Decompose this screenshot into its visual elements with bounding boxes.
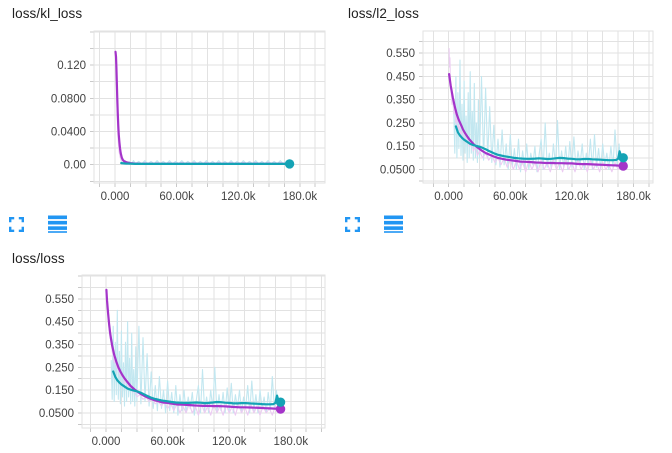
plot-border bbox=[93, 30, 326, 184]
chart-canvas-kl-loss[interactable]: 0.000 60.00k 120.0k 180.0k 0.00 0.0400 0.0800 0… bbox=[0, 0, 336, 210]
chart-canvas-loss[interactable]: 0.000 60.00k 120.0k 180.0k 0.0500 0.150 0.250 0… bbox=[0, 240, 336, 453]
series-end-dot-cyan-smoothed[interactable] bbox=[284, 159, 295, 169]
x-tick-label: 60.00k bbox=[493, 191, 528, 203]
series-list-icon bbox=[48, 215, 67, 233]
series-end-dot-magenta-smoothed[interactable] bbox=[618, 161, 628, 171]
y-tick-label: 0.120 bbox=[57, 60, 86, 72]
chart-actions bbox=[9, 215, 68, 233]
y-tick-label: 0.250 bbox=[45, 362, 74, 374]
y-tick-label: 0.0500 bbox=[380, 164, 415, 176]
y-tick-label: 0.350 bbox=[386, 95, 415, 107]
series-line-cyan-smoothed bbox=[112, 370, 282, 406]
x-tick-label: 60.00k bbox=[150, 436, 185, 448]
x-tick-label: 120.0k bbox=[221, 191, 256, 203]
y-tick-label: 0.550 bbox=[45, 294, 74, 306]
x-tick-label: 0.000 bbox=[434, 191, 463, 203]
x-tick-label: 180.0k bbox=[283, 191, 318, 203]
y-tick-label: 0.450 bbox=[386, 71, 415, 83]
chart-title: loss/loss bbox=[12, 251, 65, 266]
x-tick-label: 120.0k bbox=[555, 191, 590, 203]
series-line-magenta-raw bbox=[448, 47, 624, 173]
y-tick-label: 0.0800 bbox=[51, 93, 86, 105]
chart-card-l2-loss: loss/l2_loss 0.000 60.00k 120.0k 180.0k 0.05… bbox=[336, 0, 672, 240]
series-line-cyan-smoothed bbox=[454, 125, 625, 162]
series-line-magenta-raw bbox=[114, 50, 291, 165]
series-line-cyan-raw bbox=[453, 59, 624, 173]
series-end-dot-cyan-smoothed[interactable] bbox=[275, 397, 286, 407]
x-tick-label: 0.000 bbox=[92, 436, 121, 448]
fullscreen-button[interactable] bbox=[9, 215, 29, 233]
y-tick-label: 0.250 bbox=[386, 118, 415, 130]
y-tick-label: 0.0500 bbox=[39, 408, 74, 420]
y-tick-label: 0.00 bbox=[64, 160, 86, 172]
x-tick-label: 60.00k bbox=[159, 191, 194, 203]
chart-title: loss/kl_loss bbox=[12, 6, 83, 21]
series-line-cyan-smoothed bbox=[120, 162, 291, 165]
series-end-dot-magenta-smoothed[interactable] bbox=[275, 404, 286, 414]
y-tick-label: 0.150 bbox=[45, 385, 74, 397]
x-tick-label: 180.0k bbox=[274, 436, 309, 448]
y-tick-label: 0.0400 bbox=[51, 127, 86, 139]
fullscreen-icon bbox=[9, 216, 24, 232]
chart-card-loss: loss/loss 0.000 60.00k 120.0k 180.0k 0.0500 0… bbox=[0, 240, 336, 453]
series-list-button[interactable] bbox=[384, 215, 404, 233]
fullscreen-icon bbox=[345, 216, 360, 232]
x-tick-label: 120.0k bbox=[212, 436, 247, 448]
chart-canvas-l2-loss[interactable]: 0.000 60.00k 120.0k 180.0k 0.0500 0.150 0.250 0… bbox=[336, 0, 672, 210]
x-tick-label: 180.0k bbox=[616, 191, 651, 203]
series-line-cyan-raw bbox=[120, 160, 291, 165]
series-line-magenta-smoothed bbox=[114, 50, 291, 165]
series-line-magenta-smoothed bbox=[447, 72, 625, 168]
y-tick-label: 0.150 bbox=[386, 141, 415, 153]
chart-card-kl-loss: loss/kl_loss 0.000 60.00k 120.0k 180.0k 0.00… bbox=[0, 0, 336, 240]
series-list-icon bbox=[384, 215, 403, 233]
fullscreen-button[interactable] bbox=[345, 215, 365, 233]
series-end-dot-cyan-smoothed[interactable] bbox=[618, 153, 628, 163]
series-line-magenta-smoothed bbox=[105, 288, 282, 411]
plot-border bbox=[81, 274, 326, 429]
chart-actions bbox=[345, 215, 404, 233]
plot-border bbox=[422, 30, 654, 184]
series-list-button[interactable] bbox=[48, 215, 68, 233]
x-tick-label: 0.000 bbox=[101, 191, 130, 203]
y-tick-label: 0.550 bbox=[386, 48, 415, 60]
y-tick-label: 0.350 bbox=[45, 340, 74, 352]
chart-title: loss/l2_loss bbox=[348, 6, 419, 21]
series-line-cyan-raw bbox=[110, 309, 282, 416]
y-tick-label: 0.450 bbox=[45, 317, 74, 329]
